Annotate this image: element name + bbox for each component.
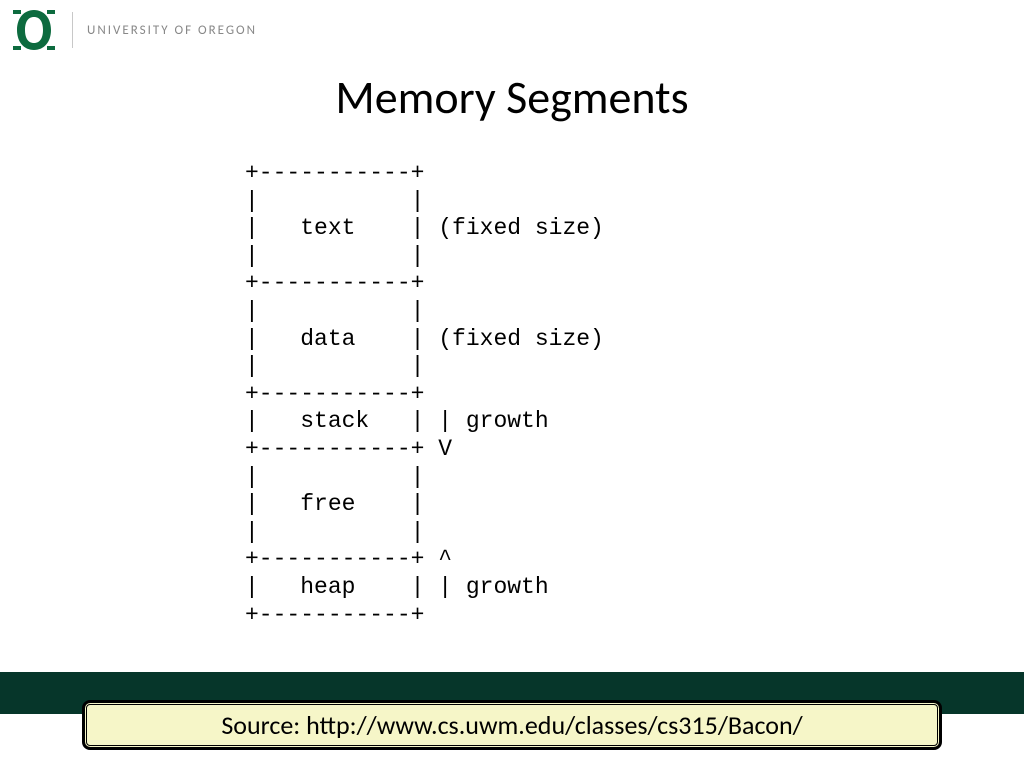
university-label: UNIVERSITY OF OREGON: [87, 23, 257, 38]
oregon-logo-icon: [10, 8, 58, 52]
source-citation-box: Source: http://www.cs.uwm.edu/classes/cs…: [82, 700, 942, 750]
memory-segments-diagram: +-----------+ | | | text | (fixed size) …: [245, 160, 604, 629]
header-divider: [72, 12, 73, 48]
slide-title: Memory Segments: [0, 70, 1024, 126]
source-citation-text: Source: http://www.cs.uwm.edu/classes/cs…: [99, 709, 925, 741]
header: UNIVERSITY OF OREGON: [10, 8, 257, 52]
